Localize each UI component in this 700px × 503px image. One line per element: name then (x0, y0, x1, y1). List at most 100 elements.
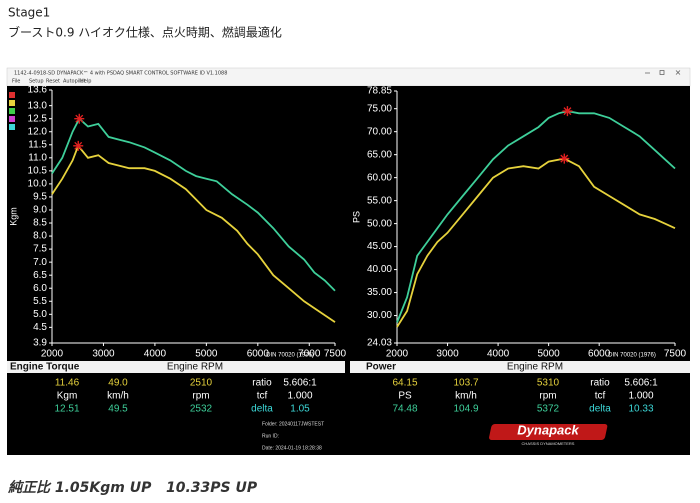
close-icon[interactable] (675, 70, 681, 75)
y-tick-label: 10.0 (28, 179, 48, 190)
x-tick-label: 2000 (41, 349, 64, 360)
swatch (9, 100, 15, 106)
readout-value: km/h (455, 391, 477, 402)
y-tick-label: 45.00 (367, 241, 392, 252)
x-axis-label: Engine RPM (167, 362, 223, 373)
readout-value: tcf (595, 391, 606, 402)
readout-value: 1.000 (287, 391, 312, 402)
logo-tagline: CHASSIS DYNAMOMETERS (522, 441, 575, 446)
trace-color-legend (9, 92, 15, 130)
chart: 78.85 75.00 70.00 65.00 60.00 55.00 50.00 45.00… (351, 86, 686, 373)
series-line (51, 144, 336, 323)
y-tick-label: 70.00 (367, 126, 392, 137)
peak-marker (74, 113, 85, 124)
y-tick-label: 24.03 (367, 338, 392, 349)
readout-value: ratio (590, 378, 610, 389)
readout-value: 74.48 (392, 404, 417, 415)
y-tick-label: 9.0 (33, 205, 47, 216)
logo-badge (489, 424, 608, 440)
readout-value: 5.606:1 (283, 378, 317, 389)
readout-value: 5372 (537, 404, 560, 415)
readout-header-band (350, 361, 690, 373)
y-tick-label: 60.00 (367, 172, 392, 183)
run-info: Date: 2024-01-19 18:28:38 (262, 445, 322, 451)
readout-value: 11.46 (55, 378, 80, 389)
y-tick-label: 11.5 (28, 139, 47, 150)
x-tick-label: 3000 (92, 349, 115, 360)
y-tick-label: 55.00 (367, 195, 392, 206)
screenshot: 1142-4-0918-SD DYNAPACK™ 4 with PSDAQ SM… (6, 67, 691, 455)
readout-value: PS (398, 391, 412, 402)
readout-value: delta (251, 404, 273, 415)
y-tick-label: 3.9 (33, 338, 47, 349)
menu-item[interactable]: Autopilot (63, 79, 86, 85)
standard-note: DIN 70020 (1976) (608, 353, 656, 359)
y-tick-label: 13.0 (28, 100, 48, 111)
menu-item[interactable]: Reset (46, 79, 60, 85)
readout-value: 5.606:1 (624, 378, 658, 389)
readout-value: 103.7 (453, 378, 478, 389)
readout-value: km/h (107, 391, 129, 402)
peak-marker (73, 140, 84, 151)
readout-value: 5310 (537, 378, 560, 389)
menu-item[interactable]: Help (80, 79, 91, 85)
x-tick-label: 3000 (436, 349, 459, 360)
x-tick-label: 7500 (664, 349, 687, 360)
chart: 13.6 13.0 12.5 12.0 11.5 11.0 10.5 10.0 9.5 9.0 8.… (8, 85, 346, 373)
x-tick-label: 6000 (588, 349, 611, 360)
readout-value: Kgm (57, 391, 78, 402)
y-axis-label: PS (351, 211, 361, 223)
standard-note: DIN 70020 (1976) (266, 353, 314, 359)
y-tick-label: 50.00 (367, 218, 392, 229)
y-tick-label: 7.0 (33, 257, 47, 268)
y-tick-label: 7.5 (33, 244, 47, 255)
x-tick-label: 6000 (247, 349, 270, 360)
readout-value: delta (589, 404, 611, 415)
peak-marker (562, 106, 573, 117)
post-footer: 純正比 1.05Kgm UP 10.33PS UP (7, 479, 258, 496)
window-controls (645, 70, 681, 75)
x-tick-label: 5000 (195, 349, 218, 360)
y-tick-label: 8.5 (33, 218, 47, 229)
post-heading: Stage1 (8, 6, 50, 20)
readout-value: 12.51 (54, 404, 79, 415)
readout-value: rpm (539, 391, 556, 402)
readout-value: 10.33 (628, 404, 653, 415)
y-tick-label: 6.0 (33, 283, 47, 294)
readout-header-band (7, 361, 345, 373)
readout-value: 104.9 (453, 404, 478, 415)
maximize-icon[interactable] (659, 70, 665, 75)
readout-value: 49.5 (108, 404, 128, 415)
readout-value: 1.000 (628, 391, 653, 402)
series-line (51, 117, 336, 292)
menu-item[interactable]: Setup (29, 79, 44, 85)
x-tick-label: 4000 (144, 349, 167, 360)
swatch (9, 108, 15, 114)
readout-value: 1.05 (290, 404, 310, 415)
y-tick-label: 40.00 (367, 264, 392, 275)
readout-value: rpm (192, 391, 209, 402)
readout-value: 64.15 (392, 378, 417, 389)
y-tick-label: 11.0 (28, 152, 47, 163)
x-tick-label: 5000 (538, 349, 561, 360)
y-tick-label: 4.5 (33, 322, 47, 333)
y-tick-label: 30.00 (367, 310, 392, 321)
x-tick-label: 7000 (298, 349, 321, 360)
readouts: 11.46 49.0 2510 ratio 5.606:1 Kgm km/h rpm tcf 1.… (54, 378, 658, 452)
y-tick-label: 65.00 (367, 149, 392, 160)
logo: Dynapack CHASSIS DYNAMOMETERS (489, 422, 608, 446)
x-tick-label: 7500 (324, 349, 347, 360)
x-tick-label: 2000 (386, 349, 409, 360)
post-subheading: ブースト0.9 ハイオク仕様、点火時期、燃調最適化 (8, 25, 282, 40)
readout-value: 49.0 (108, 378, 128, 389)
swatch (9, 124, 15, 130)
readout-value: ratio (252, 378, 272, 389)
x-axis-label: Engine RPM (507, 362, 563, 373)
window-title: 1142-4-0918-SD DYNAPACK™ 4 with PSDAQ SM… (14, 71, 227, 77)
y-axis-label: Kgm (8, 207, 18, 226)
menu-item[interactable]: File (12, 79, 20, 85)
readout-value: 2532 (190, 404, 213, 415)
